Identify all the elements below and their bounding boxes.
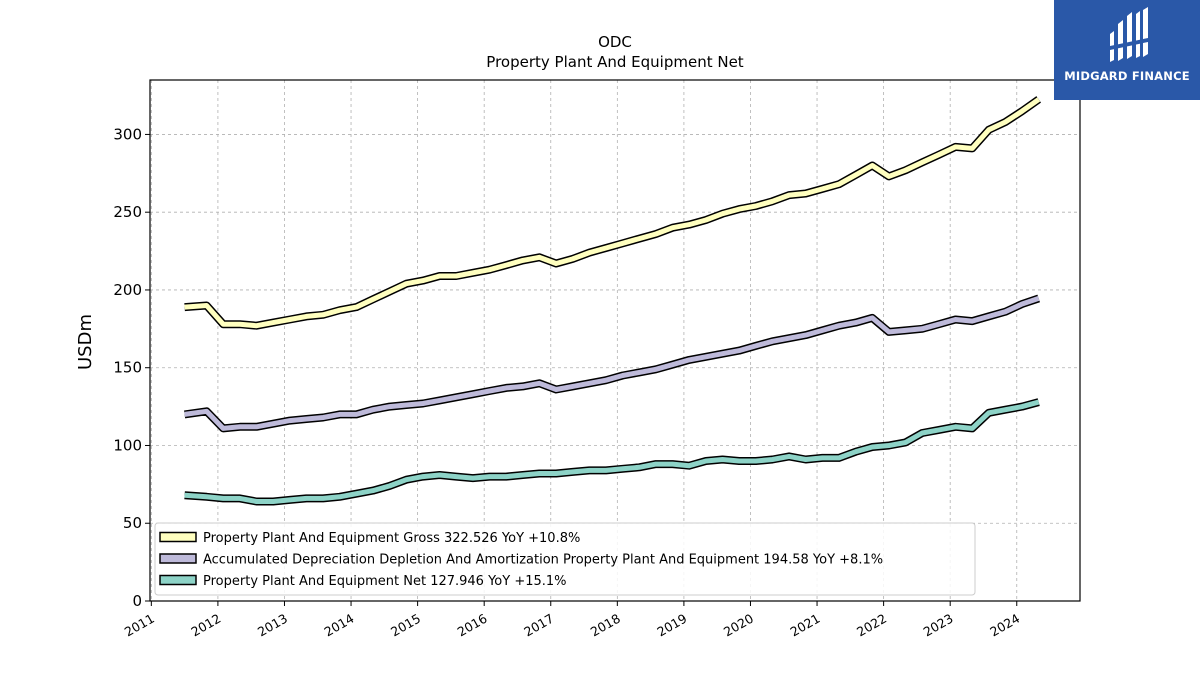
x-tick-label: 2011 [122, 611, 157, 640]
x-tick-label: 2013 [255, 611, 290, 640]
chart-title: ODC [598, 33, 632, 51]
series-line-0 [184, 97, 1041, 329]
legend-box [154, 522, 976, 596]
chart-subtitle: Property Plant And Equipment Net [486, 53, 743, 71]
legend-swatch [159, 574, 197, 586]
midgard-logo-icon [1110, 7, 1148, 62]
brand-name: MIDGARD FINANCE [1064, 69, 1190, 83]
series-line-1 [184, 296, 1040, 431]
x-tick-label: 2012 [188, 611, 223, 640]
series-line-2 [184, 399, 1040, 504]
x-tick-label: 2014 [321, 611, 356, 640]
brand-logo: MIDGARD FINANCE [1054, 0, 1200, 100]
legend-label: Property Plant And Equipment Net 127.946… [203, 574, 567, 589]
y-tick-label: 250 [113, 203, 142, 221]
x-tick-label: 2017 [521, 611, 556, 640]
legend-label: Property Plant And Equipment Gross 322.5… [203, 531, 580, 546]
y-axis: 0 50 100 150 200 250 300 [113, 125, 150, 610]
x-tick-label: 2019 [654, 611, 689, 640]
y-tick-label: 150 [113, 359, 142, 377]
x-tick-label: 2022 [854, 611, 889, 640]
legend-label: Accumulated Depreciation Depletion And A… [203, 553, 883, 568]
y-tick-label: 0 [132, 592, 142, 610]
x-tick-label: 2024 [987, 611, 1022, 640]
x-tick-label: 2018 [588, 611, 623, 640]
legend: Property Plant And Equipment Gross 322.5… [154, 522, 976, 596]
legend-swatch [159, 553, 197, 564]
x-tick-label: 2020 [721, 611, 756, 640]
x-tick-label: 2016 [455, 611, 490, 640]
y-tick-label: 100 [113, 436, 142, 454]
x-tick-label: 2021 [787, 611, 822, 640]
legend-swatch [159, 531, 197, 543]
y-axis-label: USDm [75, 314, 96, 370]
series-layer [184, 96, 1042, 506]
x-tick-label: 2023 [921, 611, 956, 640]
x-tick-label: 2015 [388, 611, 423, 640]
y-tick-label: 300 [113, 125, 142, 143]
plot-area-frame [149, 79, 1081, 602]
x-axis: 2011 2012 2013 2014 2015 2016 2017 2018 2019 2020… [122, 601, 1022, 640]
y-tick-label: 50 [123, 514, 142, 532]
grid-lines [150, 80, 1080, 602]
y-tick-label: 200 [113, 281, 142, 299]
